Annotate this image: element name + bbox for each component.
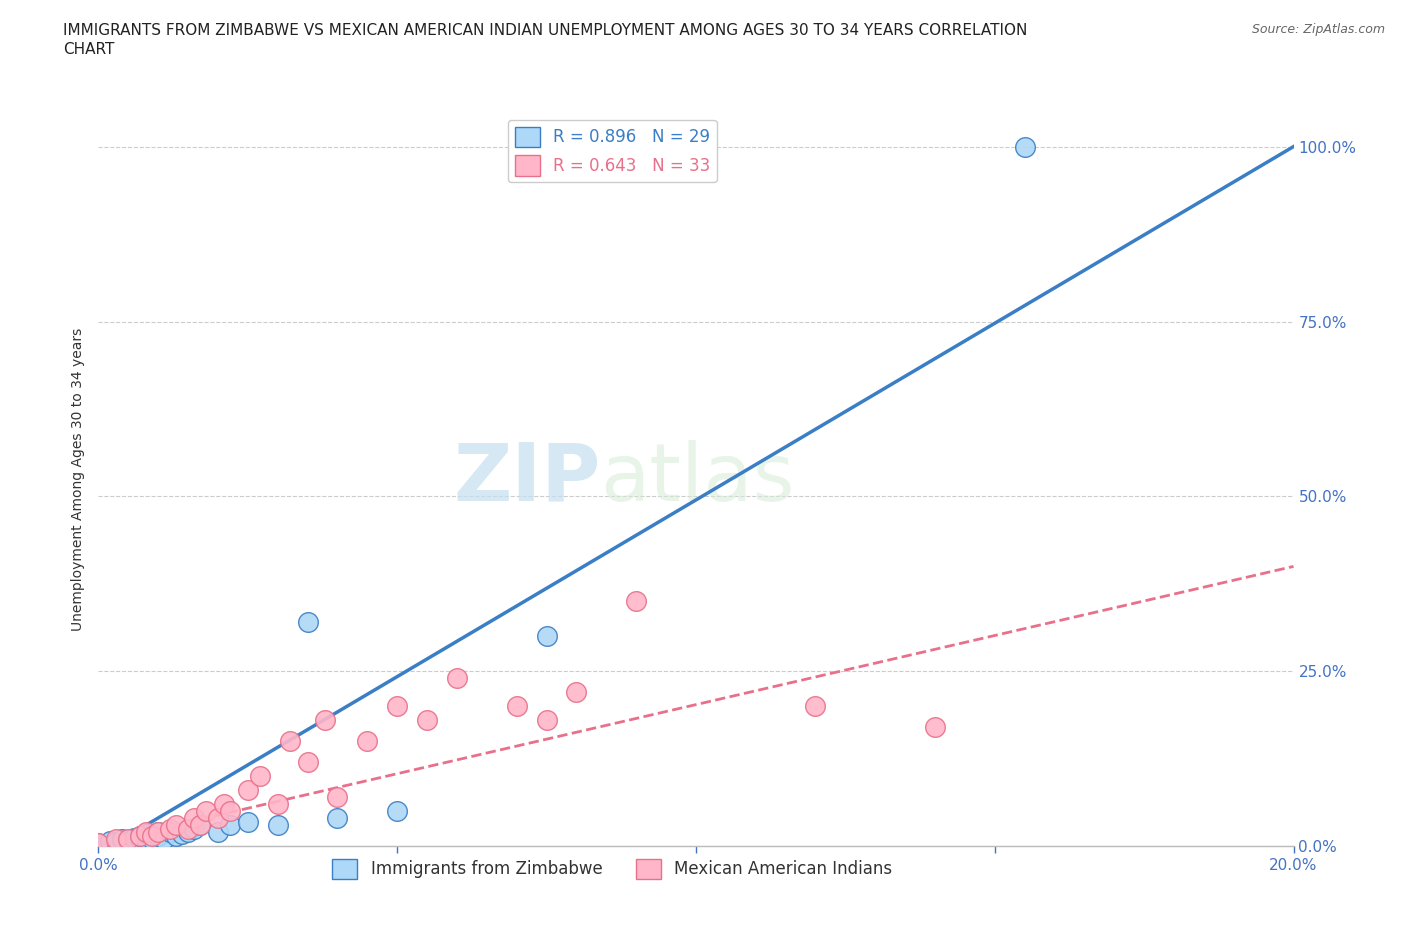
Point xyxy=(183,821,205,836)
Point xyxy=(105,831,128,846)
Point xyxy=(212,797,235,812)
Legend: Immigrants from Zimbabwe, Mexican American Indians: Immigrants from Zimbabwe, Mexican Americ… xyxy=(326,852,898,885)
Point xyxy=(207,811,229,826)
Point xyxy=(117,833,139,848)
Point xyxy=(297,615,319,630)
Point xyxy=(177,821,200,836)
Point xyxy=(117,831,139,846)
Point xyxy=(124,830,146,845)
Point xyxy=(207,825,229,840)
Point xyxy=(1014,140,1036,154)
Point xyxy=(98,833,122,848)
Point xyxy=(188,817,211,832)
Point xyxy=(267,817,290,832)
Point xyxy=(249,769,271,784)
Point xyxy=(148,825,170,840)
Point xyxy=(315,713,337,728)
Point xyxy=(159,825,181,840)
Point xyxy=(111,831,134,846)
Point xyxy=(177,825,200,840)
Point xyxy=(536,713,558,728)
Point xyxy=(326,790,349,804)
Point xyxy=(87,835,110,850)
Point xyxy=(236,783,259,798)
Point xyxy=(153,831,176,846)
Point xyxy=(129,829,152,844)
Point xyxy=(236,815,259,830)
Point xyxy=(385,699,409,714)
Point xyxy=(356,734,378,749)
Point xyxy=(129,829,152,844)
Point xyxy=(188,817,211,832)
Point xyxy=(385,804,409,818)
Text: atlas: atlas xyxy=(600,440,794,518)
Point xyxy=(135,826,157,841)
Point xyxy=(278,734,301,749)
Point xyxy=(297,755,319,770)
Point xyxy=(135,830,157,845)
Point xyxy=(326,811,349,826)
Point xyxy=(135,825,157,840)
Text: ZIP: ZIP xyxy=(453,440,600,518)
Text: Source: ZipAtlas.com: Source: ZipAtlas.com xyxy=(1251,23,1385,36)
Point xyxy=(165,817,187,832)
Point xyxy=(446,671,468,685)
Point xyxy=(804,699,827,714)
Point xyxy=(165,829,187,844)
Point xyxy=(105,834,128,849)
Text: IMMIGRANTS FROM ZIMBABWE VS MEXICAN AMERICAN INDIAN UNEMPLOYMENT AMONG AGES 30 T: IMMIGRANTS FROM ZIMBABWE VS MEXICAN AMER… xyxy=(63,23,1028,38)
Point xyxy=(506,699,529,714)
Point xyxy=(416,713,439,728)
Point xyxy=(141,829,163,844)
Point xyxy=(536,629,558,644)
Point xyxy=(219,804,242,818)
Text: CHART: CHART xyxy=(63,42,115,57)
Point xyxy=(195,804,218,818)
Point xyxy=(565,684,588,699)
Point xyxy=(626,594,648,609)
Point xyxy=(141,831,163,846)
Y-axis label: Unemployment Among Ages 30 to 34 years: Unemployment Among Ages 30 to 34 years xyxy=(70,327,84,631)
Point xyxy=(924,720,946,735)
Point xyxy=(172,826,194,841)
Point xyxy=(183,811,205,826)
Point xyxy=(87,835,110,850)
Point xyxy=(148,825,170,840)
Point xyxy=(159,821,181,836)
Point xyxy=(219,817,242,832)
Point xyxy=(129,831,152,846)
Point xyxy=(148,829,170,844)
Point xyxy=(267,797,290,812)
